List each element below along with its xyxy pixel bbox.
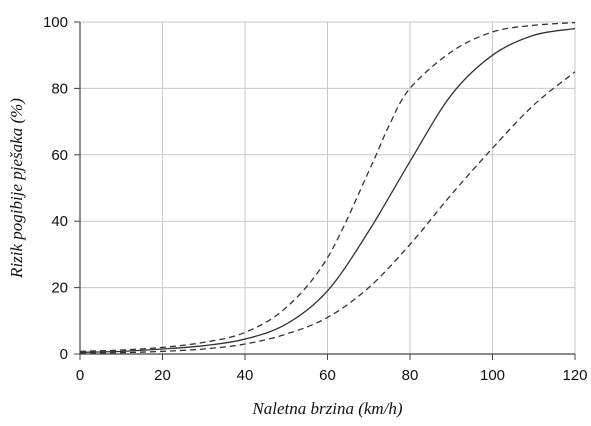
x-tick-label: 0: [76, 367, 84, 384]
series-lines: [79, 22, 576, 354]
y-tick-label: 100: [43, 14, 68, 31]
y-axis-title: Rizik pogibije pješaka (%): [7, 98, 26, 279]
x-tick-label: 20: [154, 367, 171, 384]
x-axis-title: Naletna brzina (km/h): [251, 399, 402, 418]
x-tick-label: 120: [562, 367, 587, 384]
tick-labels: 0 20 40 60 80 100 120 0 20 40 60 80 100: [43, 14, 588, 384]
x-tick-label: 60: [319, 367, 336, 384]
dashed-line-2: [79, 71, 576, 354]
y-tick-label: 40: [51, 213, 68, 230]
y-tick-label: 60: [51, 147, 68, 164]
grid: [80, 21, 576, 354]
x-tick-label: 40: [237, 367, 254, 384]
axes: [74, 21, 576, 360]
solid-line-0: [79, 27, 576, 353]
x-tick-label: 100: [480, 367, 505, 384]
y-tick-label: 0: [60, 346, 68, 363]
x-tick-label: 80: [402, 367, 419, 384]
dashed-line-1: [79, 22, 576, 352]
y-tick-label: 20: [51, 280, 68, 297]
y-tick-label: 80: [51, 80, 68, 97]
